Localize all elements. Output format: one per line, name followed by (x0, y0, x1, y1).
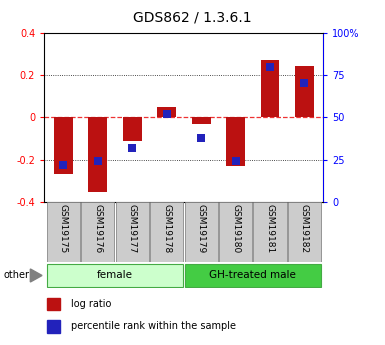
Polygon shape (30, 269, 42, 282)
Bar (226, 117, 245, 166)
Text: GSM19177: GSM19177 (128, 204, 137, 253)
FancyBboxPatch shape (116, 202, 149, 262)
Point (267, 64, 273, 69)
FancyBboxPatch shape (150, 202, 183, 262)
FancyBboxPatch shape (47, 264, 183, 287)
Bar (47, 320, 60, 333)
Point (129, 145, 135, 150)
Bar (261, 60, 280, 117)
Text: GSM19175: GSM19175 (59, 204, 68, 253)
Bar (157, 107, 176, 117)
Point (95, 158, 101, 164)
FancyBboxPatch shape (253, 202, 286, 262)
Bar (47, 298, 60, 310)
Text: GSM19178: GSM19178 (162, 204, 171, 253)
FancyBboxPatch shape (184, 202, 218, 262)
Point (164, 111, 170, 117)
Point (301, 81, 308, 86)
FancyBboxPatch shape (47, 202, 80, 262)
Bar (192, 117, 211, 124)
Text: GSM19179: GSM19179 (197, 204, 206, 253)
Text: GSM19181: GSM19181 (266, 204, 275, 253)
Text: GH-treated male: GH-treated male (209, 270, 296, 280)
Bar (123, 117, 142, 140)
FancyBboxPatch shape (288, 202, 321, 262)
Text: other: other (4, 270, 30, 280)
FancyBboxPatch shape (184, 264, 321, 287)
Point (60, 162, 66, 167)
Text: GSM19176: GSM19176 (93, 204, 102, 253)
Text: percentile rank within the sample: percentile rank within the sample (71, 322, 236, 332)
Point (198, 135, 204, 140)
FancyBboxPatch shape (81, 202, 114, 262)
FancyBboxPatch shape (219, 202, 252, 262)
Text: log ratio: log ratio (71, 299, 111, 309)
Bar (88, 117, 107, 192)
Text: GSM19180: GSM19180 (231, 204, 240, 253)
Point (233, 158, 239, 164)
Bar (54, 117, 73, 174)
Text: female: female (97, 270, 133, 280)
Bar (295, 66, 314, 117)
Text: GDS862 / 1.3.6.1: GDS862 / 1.3.6.1 (133, 10, 252, 24)
Text: GSM19182: GSM19182 (300, 204, 309, 253)
